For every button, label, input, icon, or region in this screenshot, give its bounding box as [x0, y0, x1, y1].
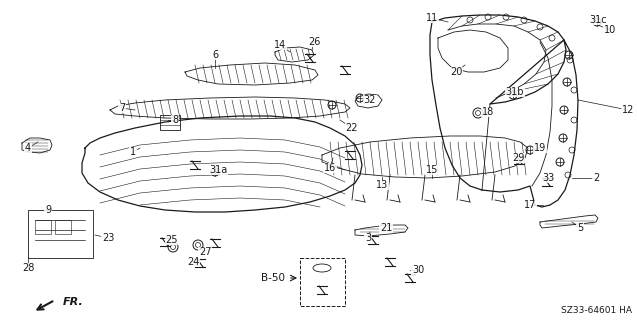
Text: 31a: 31a [209, 165, 227, 175]
Bar [55, 220, 71, 234]
Text: 21: 21 [380, 223, 392, 233]
Text: 10: 10 [604, 25, 616, 35]
Text: 25: 25 [166, 235, 178, 245]
Text: FR.: FR. [63, 297, 83, 307]
Text: 22: 22 [346, 123, 358, 133]
Text: 15: 15 [426, 165, 438, 175]
Text: 6: 6 [212, 50, 218, 60]
Text: 30: 30 [412, 265, 424, 275]
Text: 11: 11 [426, 13, 438, 23]
Text: 12: 12 [622, 105, 634, 115]
Text: 31b: 31b [506, 87, 524, 97]
Text: 20: 20 [450, 67, 462, 77]
Text: 8: 8 [172, 115, 178, 125]
Text: 27: 27 [199, 247, 211, 257]
Text: 1: 1 [130, 147, 136, 157]
Bar [160, 115, 180, 130]
Text: 32: 32 [364, 95, 376, 105]
Text: 28: 28 [22, 263, 34, 273]
Text: 9: 9 [45, 205, 51, 215]
Text: 23: 23 [102, 233, 114, 243]
Bar [28, 210, 93, 258]
Bar [35, 220, 51, 234]
Text: 24: 24 [187, 257, 199, 267]
Bar [300, 258, 345, 306]
Text: 19: 19 [534, 143, 546, 153]
Text: B-50: B-50 [261, 273, 285, 283]
Text: 16: 16 [324, 163, 336, 173]
Text: 3: 3 [365, 233, 371, 243]
Text: 33: 33 [542, 173, 554, 183]
Text: 14: 14 [274, 40, 286, 50]
Text: 17: 17 [524, 200, 536, 210]
Text: SZ33-64601 HA: SZ33-64601 HA [561, 306, 632, 315]
Text: 31c: 31c [589, 15, 607, 25]
Text: 18: 18 [482, 107, 494, 117]
Text: 26: 26 [308, 37, 320, 47]
Text: 4: 4 [25, 143, 31, 153]
Text: 5: 5 [577, 223, 583, 233]
Text: 7: 7 [119, 103, 125, 113]
Text: 13: 13 [376, 180, 388, 190]
Text: 29: 29 [512, 153, 524, 163]
Text: 2: 2 [593, 173, 599, 183]
